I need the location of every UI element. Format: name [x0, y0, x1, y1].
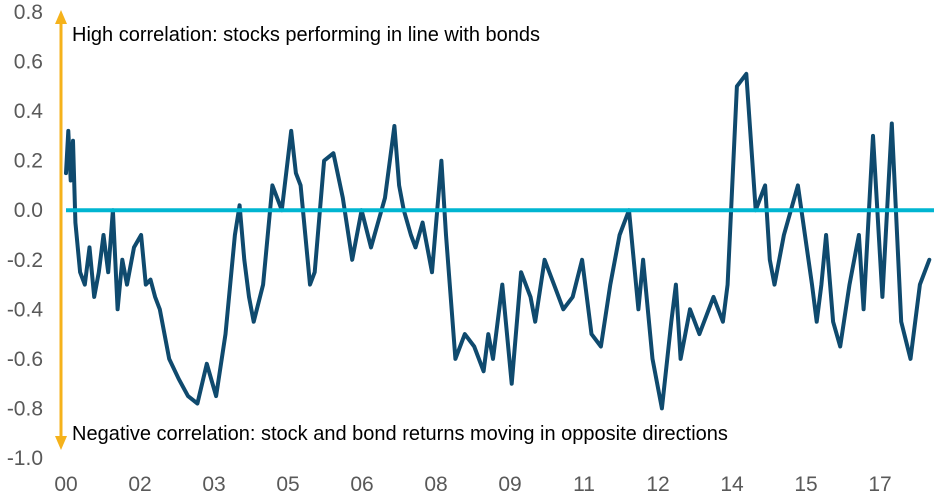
x-tick-label: 09 [498, 473, 521, 494]
x-tick-label: 05 [276, 473, 299, 494]
y-tick-label: -0.8 [7, 397, 43, 420]
y-tick-label: 0.4 [14, 100, 44, 123]
x-tick-label: 17 [868, 473, 891, 494]
arrow-head-up-icon [55, 10, 67, 24]
arrow-head-down-icon [55, 436, 67, 450]
x-axis-tick-labels: 00 02 03 05 06 08 09 11 12 14 15 17 [54, 473, 891, 494]
x-tick-label: 15 [794, 473, 817, 494]
y-tick-label: -0.4 [7, 298, 44, 321]
x-tick-label: 06 [350, 473, 373, 494]
y-tick-label: 0.8 [14, 1, 43, 24]
y-tick-label: 0.0 [14, 199, 43, 222]
y-tick-label: 0.6 [14, 51, 43, 74]
x-tick-label: 02 [128, 473, 151, 494]
y-tick-label: -0.6 [7, 348, 43, 371]
y-axis-tick-labels: 0.8 0.6 0.4 0.2 0.0 -0.2 -0.4 -0.6 -0.8 -1.0 [7, 1, 44, 470]
x-tick-label: 00 [54, 473, 77, 494]
annotation-high-correlation: High correlation: stocks performing in l… [72, 24, 540, 46]
y-tick-label: 0.2 [14, 150, 43, 173]
x-tick-label: 14 [720, 473, 744, 494]
annotation-negative-correlation: Negative correlation: stock and bond ret… [72, 423, 728, 445]
x-tick-label: 03 [202, 473, 225, 494]
x-tick-label: 12 [646, 473, 669, 494]
x-tick-label: 08 [424, 473, 447, 494]
y-tick-label: -1.0 [7, 447, 43, 470]
x-tick-label: 11 [573, 473, 595, 494]
y-tick-label: -0.2 [7, 249, 43, 272]
series-line [64, 71, 932, 411]
